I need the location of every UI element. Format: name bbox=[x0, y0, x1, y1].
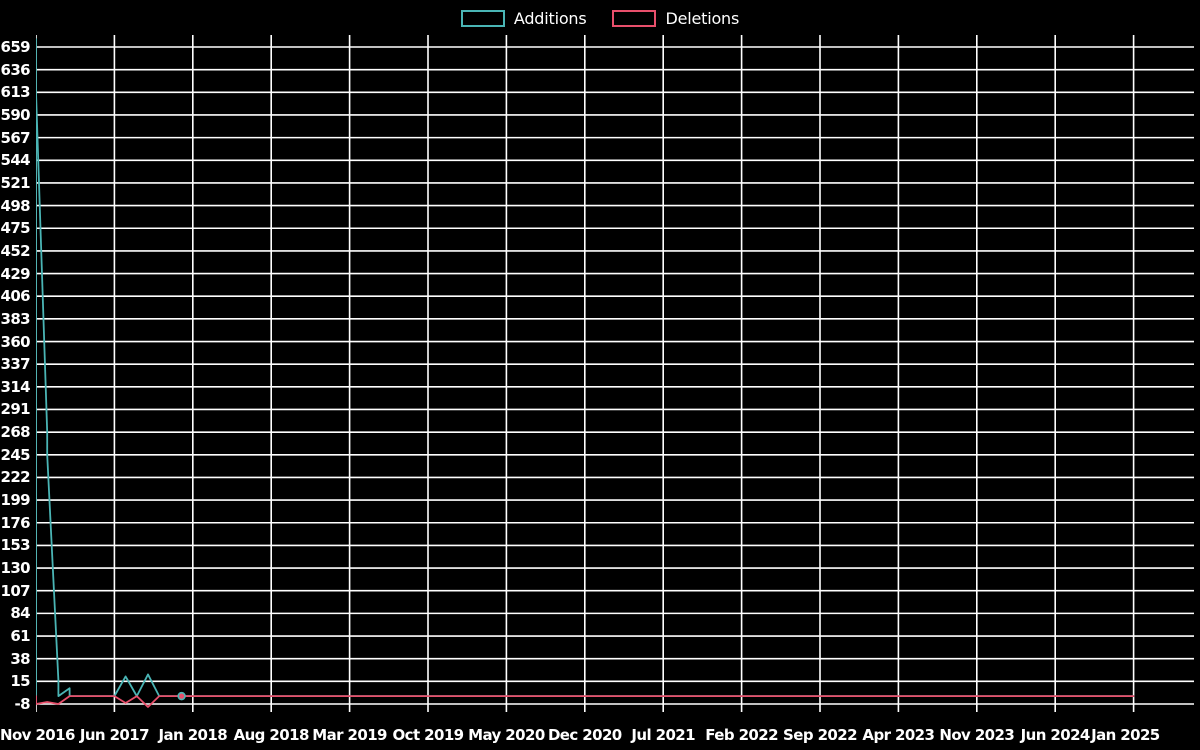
y-axis-tick-label: 498 bbox=[0, 196, 30, 215]
x-axis-tick-label: May 2020 bbox=[468, 726, 545, 744]
series-line-deletions bbox=[36, 695, 1135, 708]
legend-label-additions: Additions bbox=[513, 8, 587, 28]
chart-legend: Additions Deletions bbox=[0, 4, 1200, 32]
y-axis-tick-label: 15 bbox=[10, 672, 30, 691]
y-axis-tick-label: 199 bbox=[0, 491, 30, 510]
y-axis-tick-label: 107 bbox=[0, 581, 30, 600]
legend-swatch-icon-deletions bbox=[612, 9, 657, 27]
legend-item-additions[interactable]: Additions bbox=[460, 8, 587, 28]
y-axis-tick-label: 38 bbox=[10, 649, 30, 668]
legend-swatch-icon-additions bbox=[460, 9, 505, 27]
x-axis-tick-label: Nov 2016 bbox=[0, 726, 75, 744]
x-axis-tick-label: Aug 2018 bbox=[233, 726, 310, 744]
y-axis-tick-label: 590 bbox=[0, 105, 30, 124]
x-axis-tick-label: Feb 2022 bbox=[705, 726, 778, 744]
y-axis-tick-label: 130 bbox=[0, 559, 30, 578]
x-axis-tick-label: Jan 2025 bbox=[1091, 726, 1160, 744]
y-axis-tick-label: 84 bbox=[10, 604, 30, 623]
y-axis-tick-label: 314 bbox=[0, 377, 30, 396]
x-axis-tick-label: Nov 2023 bbox=[939, 726, 1015, 744]
y-axis-tick-label: 406 bbox=[0, 287, 30, 306]
y-axis-tick-label: 475 bbox=[0, 219, 30, 238]
y-axis-tick-label: 153 bbox=[0, 536, 30, 555]
y-axis-tick-label: 360 bbox=[0, 332, 30, 351]
data-point-marker-additions bbox=[177, 691, 186, 701]
plot-area bbox=[36, 35, 1194, 712]
y-axis-tick-label: 636 bbox=[0, 60, 30, 79]
x-axis-tick-label: Oct 2019 bbox=[392, 726, 465, 744]
y-axis-tick-label: 613 bbox=[0, 83, 30, 102]
y-axis-tick-label: 268 bbox=[0, 423, 30, 442]
y-axis-tick-label: 383 bbox=[0, 309, 30, 328]
legend-item-deletions[interactable]: Deletions bbox=[612, 9, 739, 28]
x-axis-tick-labels: Nov 2016 Jun 2017 Jan 2018 Aug 2018 Mar 2019… bbox=[0, 726, 1200, 750]
x-axis-tick-label: Jun 2017 bbox=[79, 726, 150, 744]
y-axis-tick-label: 544 bbox=[0, 151, 30, 170]
legend-label-deletions: Deletions bbox=[665, 8, 740, 28]
y-axis-tick-label: -8 bbox=[14, 695, 31, 713]
plot-svg bbox=[36, 35, 1194, 712]
y-axis-tick-label: 659 bbox=[0, 38, 30, 56]
y-axis-tick-label: 429 bbox=[0, 264, 30, 283]
y-axis-tick-label: 291 bbox=[0, 400, 30, 419]
x-axis-tick-label: Sep 2022 bbox=[783, 726, 857, 744]
grid-lines bbox=[36, 35, 1194, 712]
y-axis-tick-labels: 659 636 613 590 567 544 521 498 475 452 429 406 383 3… bbox=[0, 35, 1200, 713]
x-axis-tick-label: Jun 2024 bbox=[1020, 726, 1091, 744]
y-axis-tick-label: 567 bbox=[0, 128, 30, 147]
y-axis-tick-label: 245 bbox=[0, 445, 30, 464]
x-axis-tick-label: Jan 2018 bbox=[158, 726, 228, 744]
y-axis-tick-label: 61 bbox=[10, 627, 30, 646]
y-axis-tick-label: 222 bbox=[0, 468, 30, 487]
y-axis-tick-label: 176 bbox=[0, 513, 30, 532]
x-axis-tick-label: Dec 2020 bbox=[547, 726, 622, 744]
x-axis-tick-label: Mar 2019 bbox=[312, 726, 387, 744]
y-axis-tick-label: 452 bbox=[0, 241, 30, 260]
y-axis-tick-label: 521 bbox=[0, 173, 30, 192]
y-axis-tick-label: 337 bbox=[0, 355, 30, 374]
x-axis-tick-label: Jul 2021 bbox=[631, 726, 695, 744]
x-axis-tick-label: Apr 2023 bbox=[862, 726, 935, 744]
